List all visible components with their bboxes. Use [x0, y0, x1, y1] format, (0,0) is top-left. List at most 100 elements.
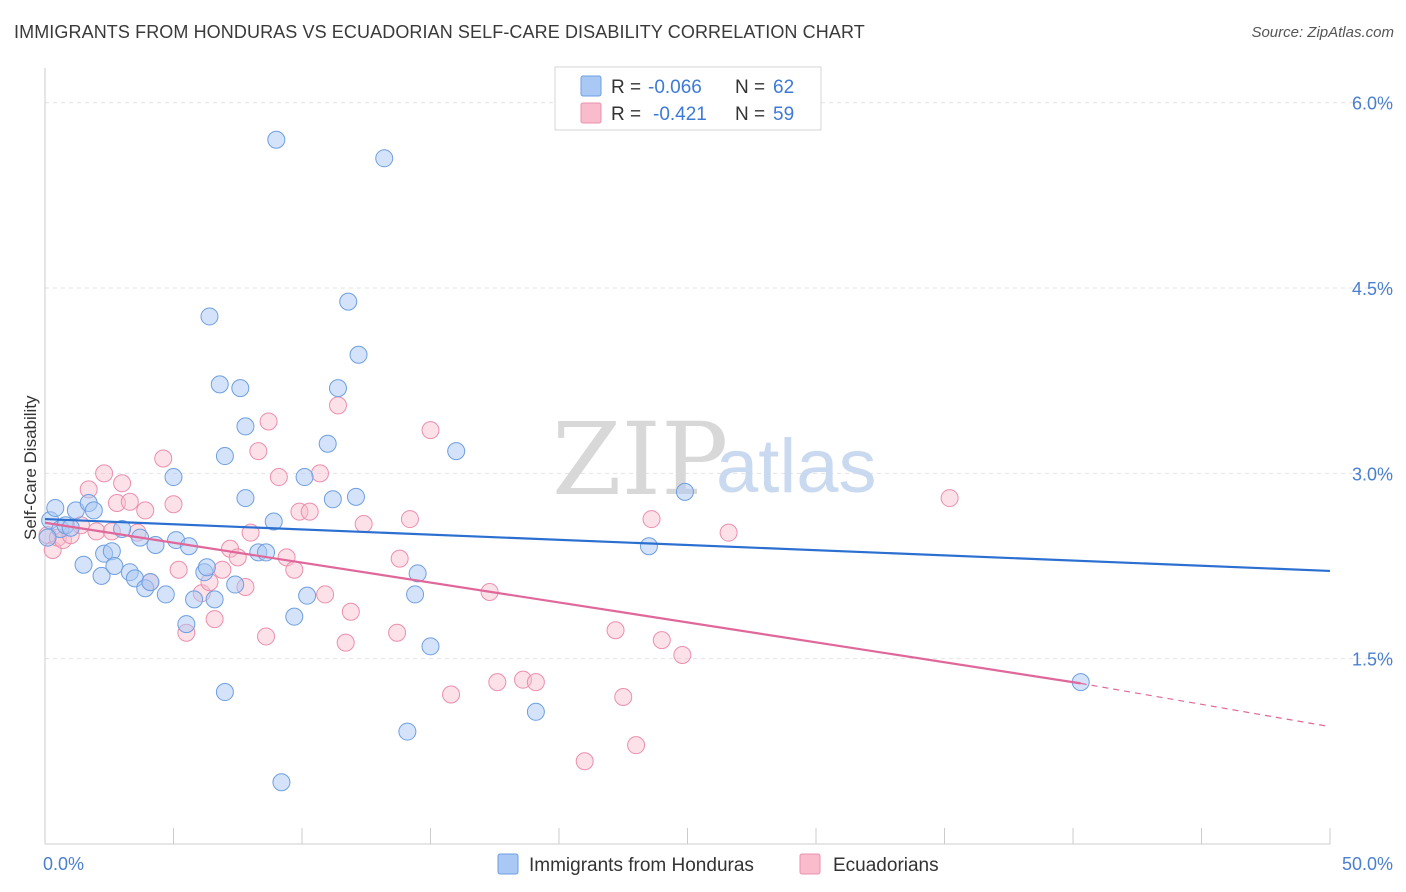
legend-n-label-ecuadorians: N = [735, 104, 765, 125]
ecuadorians-point [205, 610, 224, 629]
stats-legend: R = -0.066 N = 62 R = -0.421 N = 59 [554, 66, 822, 131]
axes [44, 68, 1331, 845]
honduras-point [675, 482, 694, 501]
honduras-point [215, 447, 234, 466]
y-tick-label: 3.0% [1352, 464, 1393, 484]
legend-r-label-ecuadorians: R = [611, 104, 641, 125]
ecuadorians-point [259, 412, 278, 431]
honduras-point [200, 307, 219, 326]
honduras-point [267, 130, 286, 149]
x-tick-label-max: 50.0% [1342, 854, 1393, 874]
ecuadorians-point [290, 502, 309, 521]
y-tick-label: 4.5% [1352, 279, 1393, 299]
honduras-point [141, 573, 160, 592]
honduras-point [264, 512, 283, 531]
honduras-point [408, 564, 427, 583]
honduras-point [236, 417, 255, 436]
ecuadorians-point [285, 560, 304, 579]
ecuadorians-point [940, 489, 959, 508]
honduras-point [185, 590, 204, 609]
ecuadorians-point [336, 633, 355, 652]
ecuadorians-point [316, 585, 335, 604]
ecuadorians-point [249, 442, 268, 461]
honduras-point [339, 292, 358, 311]
y-axis-label: Self-Care Disability [21, 395, 40, 540]
honduras-point [328, 379, 347, 398]
honduras-point [46, 498, 65, 517]
ecuadorians-point [400, 510, 419, 529]
honduras-point [92, 566, 111, 585]
ecuadorians-point [488, 673, 507, 692]
honduras-point [210, 375, 229, 394]
honduras-point [398, 722, 417, 741]
grid-lines [45, 102, 1392, 660]
honduras-point [226, 575, 245, 594]
honduras-point [272, 773, 291, 792]
ecuadorians-point [719, 523, 738, 542]
y-tick-label: 6.0% [1352, 94, 1393, 114]
ecuadorians-point [300, 502, 319, 521]
ecuadorians-point [107, 494, 126, 513]
honduras-point [298, 586, 317, 605]
honduras-point [215, 683, 234, 702]
honduras-point [406, 585, 425, 604]
honduras-point [105, 557, 124, 576]
honduras-point [74, 555, 93, 574]
honduras-point [164, 468, 183, 487]
honduras-points [38, 130, 1090, 792]
x-tick-label-min: 0.0% [43, 854, 84, 874]
honduras-point [177, 615, 196, 634]
ecuadorians-point [673, 645, 692, 664]
series-legend-label-honduras: Immigrants from Honduras [529, 855, 754, 876]
ecuadorians-point [575, 752, 594, 771]
honduras-point [323, 490, 342, 509]
honduras-point [84, 501, 103, 520]
ecuadorians-point [341, 602, 360, 621]
honduras-trend-line [44, 517, 1331, 573]
trend-lines [44, 517, 1331, 728]
ecuadorians-point [310, 464, 329, 483]
honduras-point [197, 558, 216, 577]
ecuadorians-point [95, 464, 114, 483]
x-tick-labels: 0.0% 50.0% [43, 854, 1393, 874]
honduras-point [295, 468, 314, 487]
legend-r-value-honduras: -0.066 [648, 77, 702, 98]
legend-r-value-ecuadorians: -0.421 [653, 104, 707, 125]
legend-n-label-honduras: N = [735, 77, 765, 98]
ecuadorians-point [627, 736, 646, 755]
honduras-point [447, 442, 466, 461]
legend-swatch-ecuadorians [580, 102, 602, 124]
ecuadorians-point [526, 673, 545, 692]
honduras-point [38, 528, 57, 547]
honduras-point [205, 590, 224, 609]
ecuadorians-trend-line [44, 521, 1081, 685]
ecuadorians-point [136, 501, 155, 520]
ecuadorians-point [421, 421, 440, 440]
chart-title: IMMIGRANTS FROM HONDURAS VS ECUADORIAN S… [14, 22, 865, 42]
chart-source: Source: ZipAtlas.com [1251, 24, 1394, 41]
ecuadorians-point [113, 474, 132, 493]
series-legend-label-ecuadorians: Ecuadorians [833, 855, 939, 876]
honduras-point [231, 379, 250, 398]
ecuadorians-point [388, 623, 407, 642]
y-tick-label: 1.5% [1352, 650, 1393, 670]
ecuadorians-point [390, 549, 409, 568]
y-tick-labels: 1.5% 3.0% 4.5% 6.0% [1352, 94, 1393, 670]
ecuadorians-trend-extension [1080, 682, 1331, 728]
legend-r-label-honduras: R = [611, 77, 641, 98]
watermark-atlas: atlas [716, 424, 877, 509]
ecuadorians-point [642, 510, 661, 529]
ecuadorians-point [164, 495, 183, 514]
series-legend-swatch-ecuadorians [799, 853, 821, 875]
ecuadorians-point [328, 396, 347, 415]
legend-n-value-ecuadorians: 59 [773, 104, 794, 125]
honduras-point [375, 149, 394, 168]
honduras-point [639, 537, 658, 556]
ecuadorians-point [606, 621, 625, 640]
legend-swatch-honduras [580, 75, 602, 97]
honduras-point [156, 585, 175, 604]
honduras-point [526, 702, 545, 721]
honduras-point [421, 637, 440, 656]
ecuadorians-point [614, 687, 633, 706]
